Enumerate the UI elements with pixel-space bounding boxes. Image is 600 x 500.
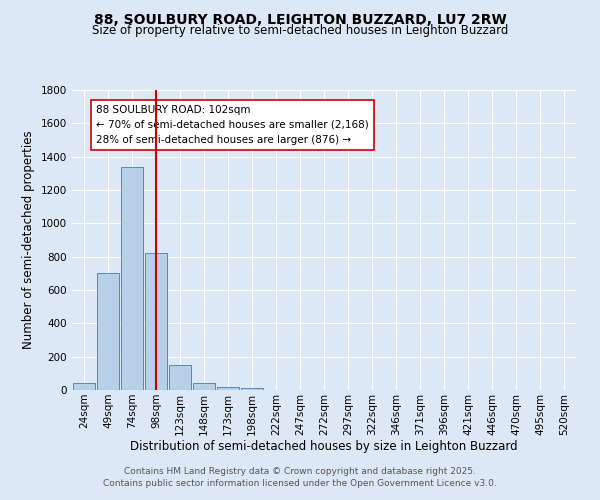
Bar (97, 274, 119, 390)
Text: Contains HM Land Registry data © Crown copyright and database right 2025.: Contains HM Land Registry data © Crown c… (124, 467, 476, 476)
Bar (145, 254, 167, 390)
Bar (241, 388, 263, 390)
Bar (169, 365, 191, 390)
Y-axis label: Number of semi-detached properties: Number of semi-detached properties (22, 130, 35, 350)
Bar (73, 384, 95, 390)
Bar (193, 384, 215, 390)
Text: 88 SOULBURY ROAD: 102sqm
← 70% of semi-detached houses are smaller (2,168)
28% o: 88 SOULBURY ROAD: 102sqm ← 70% of semi-d… (96, 105, 369, 144)
Text: Contains public sector information licensed under the Open Government Licence v3: Contains public sector information licen… (103, 478, 497, 488)
X-axis label: Distribution of semi-detached houses by size in Leighton Buzzard: Distribution of semi-detached houses by … (130, 440, 518, 454)
Text: Size of property relative to semi-detached houses in Leighton Buzzard: Size of property relative to semi-detach… (92, 24, 508, 37)
Bar (217, 386, 239, 390)
Bar (121, 166, 143, 390)
Text: 88, SOULBURY ROAD, LEIGHTON BUZZARD, LU7 2RW: 88, SOULBURY ROAD, LEIGHTON BUZZARD, LU7… (94, 12, 506, 26)
